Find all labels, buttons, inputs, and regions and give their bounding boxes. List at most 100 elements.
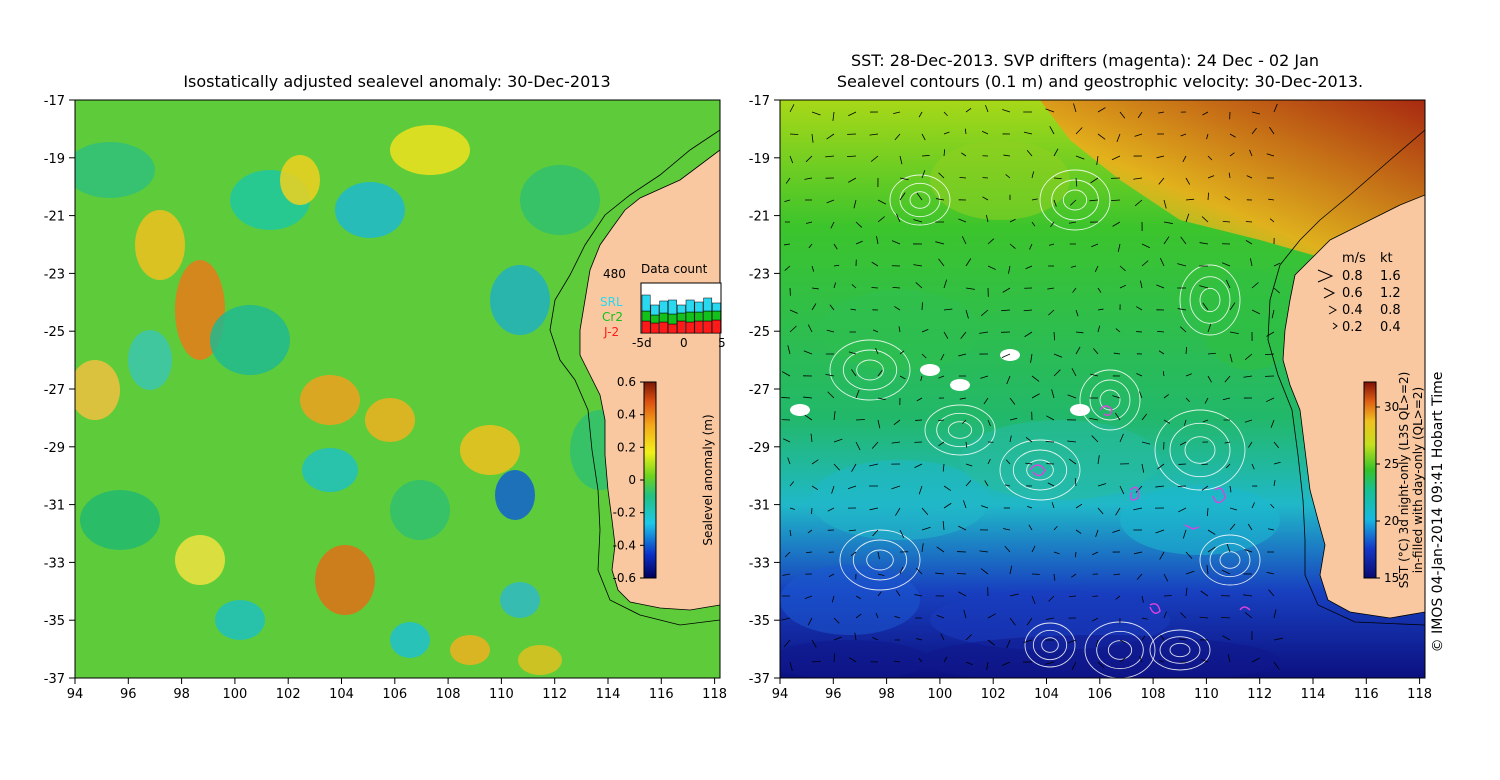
velocity-arrow bbox=[914, 463, 923, 469]
velocity-arrow bbox=[872, 637, 879, 641]
velocity-arrow bbox=[1116, 133, 1121, 143]
velocity-arrow bbox=[1179, 638, 1187, 641]
velocity-arrow bbox=[833, 463, 840, 471]
velocity-arrow bbox=[1204, 397, 1209, 404]
velocity-arrow bbox=[783, 639, 791, 648]
sealevel-contour bbox=[1051, 179, 1099, 221]
velocity-arrow bbox=[806, 221, 813, 224]
sla-blob bbox=[495, 470, 535, 520]
sealevel-contour bbox=[842, 349, 898, 391]
velocity-arrow bbox=[876, 235, 879, 245]
velocity-arrow bbox=[789, 325, 797, 333]
velocity-arrow bbox=[1247, 523, 1253, 531]
inset-xtick-3: 5 bbox=[718, 336, 726, 350]
left-lon-tick: 102 bbox=[276, 687, 301, 702]
velocity-arrow bbox=[1075, 309, 1079, 317]
colorbar-tick: 15 bbox=[1384, 571, 1399, 585]
sealevel-contour bbox=[1169, 422, 1231, 478]
velocity-arrow bbox=[1207, 352, 1216, 355]
left-lat-tick: -25 bbox=[44, 325, 65, 340]
velocity-arrow bbox=[899, 529, 905, 538]
inset-bar bbox=[712, 319, 721, 334]
right-lat-tick: -25 bbox=[749, 325, 770, 340]
velocity-arrow bbox=[783, 438, 791, 443]
velocity-arrow bbox=[899, 155, 903, 165]
velocity-arrow bbox=[980, 568, 989, 575]
velocity-arrow bbox=[810, 433, 813, 443]
velocity-arrow bbox=[789, 155, 794, 164]
velocity-arrow bbox=[1119, 639, 1126, 644]
velocity-arrow bbox=[916, 397, 923, 402]
velocity-arrow bbox=[877, 419, 881, 429]
velocity-arrow bbox=[1139, 656, 1143, 663]
legend-arrow-icon bbox=[1323, 287, 1336, 299]
right-lon-tick: 114 bbox=[1301, 687, 1326, 702]
right-lat-tick: -29 bbox=[749, 441, 770, 456]
velocity-arrow bbox=[895, 507, 901, 516]
velocity-arrow bbox=[1225, 463, 1231, 469]
velocity-arrow bbox=[785, 177, 791, 184]
velocity-arrow bbox=[1001, 353, 1011, 359]
velocity-arrow bbox=[1009, 397, 1016, 405]
velocity-arrow bbox=[965, 258, 972, 267]
velocity-arrow bbox=[784, 551, 791, 558]
inset-bar bbox=[650, 322, 660, 334]
velocity-arrow bbox=[833, 282, 837, 289]
left-lon-tick: 108 bbox=[436, 687, 461, 702]
sla-blob bbox=[335, 182, 405, 238]
velocity-arrow bbox=[1113, 352, 1121, 355]
velocity-arrow bbox=[1141, 635, 1146, 641]
velocity-arrow bbox=[1243, 375, 1253, 378]
velocity-arrow bbox=[1026, 617, 1033, 626]
cloud-patch bbox=[1070, 404, 1090, 416]
colorbar-tick: 0.4 bbox=[617, 408, 636, 422]
velocity-arrow bbox=[1229, 331, 1239, 335]
velocity-arrow bbox=[1097, 133, 1106, 140]
velocity-arrow bbox=[1113, 573, 1121, 576]
velocity-arrow bbox=[1071, 661, 1077, 670]
velocity-arrow bbox=[1221, 617, 1231, 619]
cloud-patch bbox=[950, 379, 970, 391]
velocity-arrow bbox=[1029, 243, 1033, 250]
velocity-arrow bbox=[1202, 419, 1209, 423]
velocity-arrow bbox=[961, 419, 967, 425]
velocity-arrow bbox=[921, 328, 929, 333]
velocity-arrow bbox=[965, 108, 972, 113]
velocity-arrow bbox=[965, 480, 972, 487]
velocity-arrow bbox=[1273, 461, 1281, 465]
velocity-arrow bbox=[943, 485, 952, 491]
inset-bar bbox=[659, 321, 669, 334]
sealevel-contour bbox=[1096, 630, 1144, 670]
velocity-arrow bbox=[782, 573, 791, 576]
velocity-arrow bbox=[1268, 198, 1275, 201]
velocity-arrow bbox=[1075, 551, 1077, 558]
velocity-arrow bbox=[1269, 126, 1275, 135]
velocity-arrow bbox=[1245, 240, 1253, 245]
velocity-arrow bbox=[893, 419, 901, 426]
velocity-arrow bbox=[854, 632, 857, 641]
velocity-arrow bbox=[921, 353, 927, 359]
velocity-arrow bbox=[826, 199, 835, 204]
velocity-arrow bbox=[1251, 111, 1261, 115]
velocity-arrow bbox=[1265, 353, 1275, 356]
velocity-arrow bbox=[936, 614, 945, 619]
sealevel-contour bbox=[1179, 264, 1241, 336]
velocity-arrow bbox=[1136, 573, 1143, 580]
velocity-arrow bbox=[1090, 177, 1099, 184]
sst-colorbar-ramp bbox=[1363, 381, 1377, 579]
sla-blob bbox=[300, 375, 360, 425]
velocity-arrow bbox=[1269, 218, 1275, 223]
velocity-arrow bbox=[1091, 435, 1099, 443]
inset-bar bbox=[659, 300, 669, 314]
velocity-arrow bbox=[851, 463, 857, 472]
velocity-arrow bbox=[981, 130, 989, 135]
velocity-arrow bbox=[1091, 243, 1099, 248]
velocity-arrow bbox=[987, 265, 996, 270]
velocity-arrow bbox=[850, 551, 857, 557]
velocity-arrow bbox=[877, 397, 886, 401]
velocity-arrow bbox=[1112, 529, 1121, 533]
velocity-arrow bbox=[1119, 485, 1125, 495]
drifter-track bbox=[1149, 603, 1161, 614]
sla-blob bbox=[500, 582, 540, 618]
velocity-arrow bbox=[1270, 419, 1275, 428]
